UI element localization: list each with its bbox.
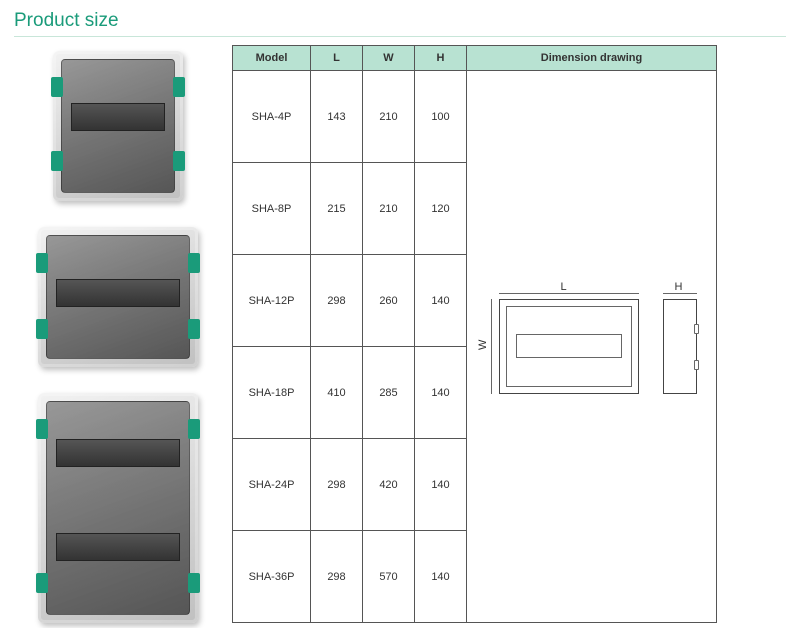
cell-h: 140 [415, 347, 467, 439]
dim-label-h: H [675, 281, 683, 293]
section-title: Product size [14, 10, 786, 37]
side-view [663, 299, 697, 394]
product-image-large [38, 393, 198, 623]
col-w: W [363, 46, 415, 71]
table-body: SHA-4P 143 210 100 L H W [233, 71, 717, 623]
col-h: H [415, 46, 467, 71]
cell-l: 298 [311, 255, 363, 347]
cell-h: 140 [415, 531, 467, 623]
product-image-small [53, 51, 183, 201]
cell-w: 210 [363, 71, 415, 163]
dim-label-w: W [477, 340, 489, 350]
cell-h: 120 [415, 163, 467, 255]
cell-l: 298 [311, 531, 363, 623]
cell-l: 298 [311, 439, 363, 531]
cell-drawing: L H W [467, 71, 717, 623]
cell-model: SHA-12P [233, 255, 311, 347]
product-image-medium [38, 227, 198, 367]
cell-model: SHA-4P [233, 71, 311, 163]
cell-model: SHA-24P [233, 439, 311, 531]
product-image-column [14, 45, 222, 623]
dim-label-l: L [561, 281, 567, 293]
col-drawing: Dimension drawing [467, 46, 717, 71]
size-table: Model L W H Dimension drawing SHA-4P 143… [232, 45, 717, 623]
cell-h: 140 [415, 255, 467, 347]
cell-h: 140 [415, 439, 467, 531]
cell-l: 410 [311, 347, 363, 439]
cell-h: 100 [415, 71, 467, 163]
cell-w: 570 [363, 531, 415, 623]
col-model: Model [233, 46, 311, 71]
front-view [499, 299, 639, 394]
cell-model: SHA-18P [233, 347, 311, 439]
cell-l: 215 [311, 163, 363, 255]
content-row: Model L W H Dimension drawing SHA-4P 143… [14, 45, 786, 623]
table-header-row: Model L W H Dimension drawing [233, 46, 717, 71]
cell-model: SHA-8P [233, 163, 311, 255]
table-row: SHA-4P 143 210 100 L H W [233, 71, 717, 163]
dimension-drawing: L H W [477, 269, 707, 424]
cell-w: 420 [363, 439, 415, 531]
cell-w: 285 [363, 347, 415, 439]
cell-w: 210 [363, 163, 415, 255]
cell-model: SHA-36P [233, 531, 311, 623]
col-l: L [311, 46, 363, 71]
cell-w: 260 [363, 255, 415, 347]
cell-l: 143 [311, 71, 363, 163]
